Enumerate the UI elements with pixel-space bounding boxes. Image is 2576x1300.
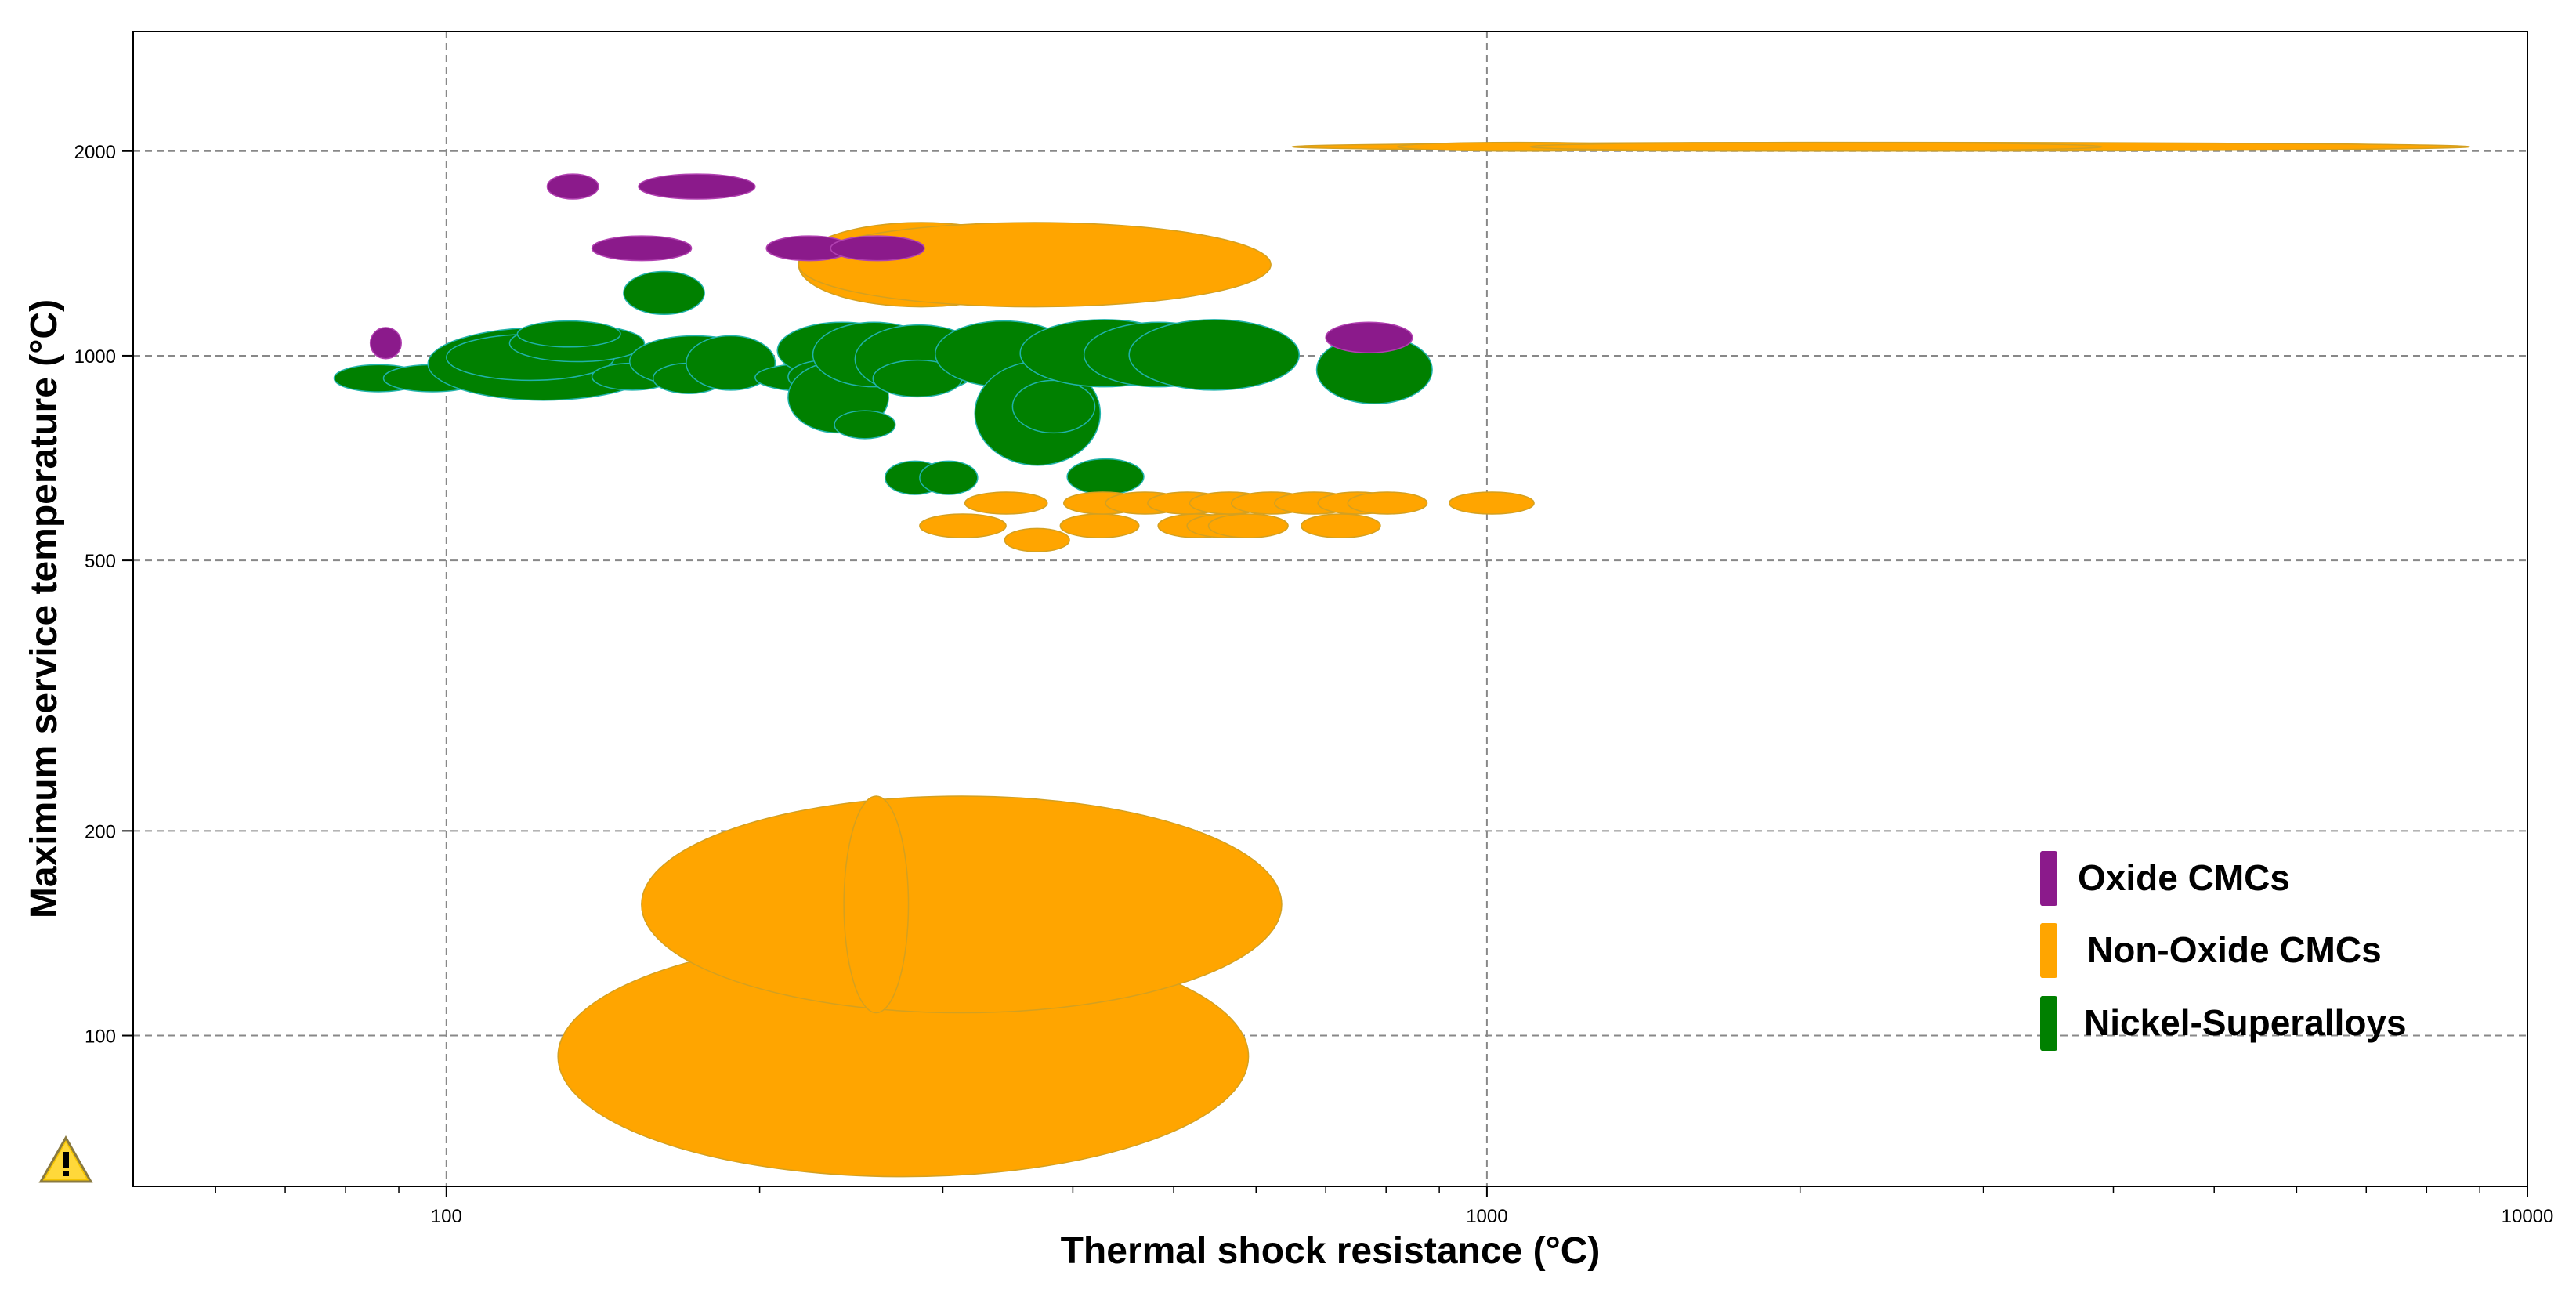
data-region [516,320,621,348]
data-region [798,222,1272,308]
data-region [1347,491,1428,515]
y-tick-label: 1000 [74,346,116,368]
data-region [919,513,1007,538]
data-region [919,460,979,495]
data-region [1128,319,1300,391]
data-region [1011,379,1096,434]
axes: 100 1000 10000 100 200 500 1000 2000 [74,142,2554,1227]
legend-label: Oxide CMCs [2078,857,2290,898]
data-region [834,410,896,440]
data-region [1059,513,1140,538]
y-tick-label: 100 [85,1027,116,1048]
x-tick-label: 10000 [2502,1206,2554,1227]
legend-swatch [2040,851,2057,906]
x-tick-label: 100 [431,1206,462,1227]
data-region [686,335,776,391]
data-region [1004,527,1070,552]
warning-icon[interactable] [38,1135,93,1183]
y-tick-label: 2000 [74,142,116,163]
data-region [1207,513,1289,538]
data-region [1066,458,1145,495]
series-nickel-superalloys [333,270,1433,495]
data-region [546,173,599,200]
series-non-oxide-cmcs [557,141,2471,1178]
data-region [1449,491,1535,515]
data-region [1301,513,1381,538]
data-region [638,173,756,200]
legend: Oxide CMCs Non-Oxide CMCs Nickel-Superallo… [2040,851,2407,1051]
legend-label: Non-Oxide CMCs [2087,929,2382,970]
data-regions [333,141,2471,1178]
data-region [623,270,705,316]
x-tick-label: 1000 [1466,1206,1507,1227]
x-axis-title: Thermal shock resistance (°C) [1061,1230,1601,1272]
legend-swatch [2040,996,2057,1051]
grid [133,31,2527,1186]
data-region [369,327,402,360]
data-region [641,795,1283,1014]
series-oxide-cmcs [369,173,1413,360]
legend-label: Nickel-Superalloys [2084,1002,2407,1043]
data-region [830,235,925,262]
y-tick-label: 200 [85,821,116,842]
legend-swatch [2040,923,2057,978]
data-region [1529,141,2103,152]
data-region [964,491,1048,515]
data-region [1325,321,1413,353]
data-region [843,795,910,1014]
y-axis-title: Maximum service temperature (°C) [24,299,65,918]
plot-frame [132,31,2528,1187]
data-region [591,235,693,262]
y-tick-label: 500 [85,551,116,572]
